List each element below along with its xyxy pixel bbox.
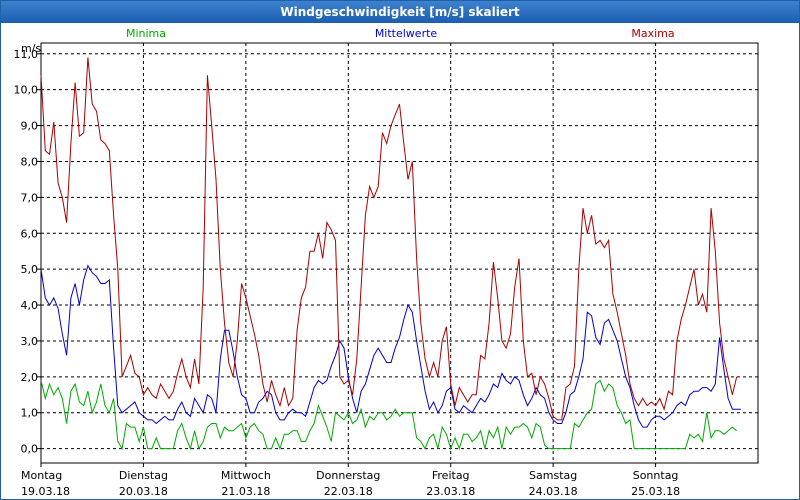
window-title: Windgeschwindigkeit [m/s] skaliert [1, 1, 799, 23]
x-tick-date: 23.03.18 [426, 485, 475, 498]
y-tick-label: 0,0 [21, 443, 39, 456]
y-tick-label: 5,0 [21, 263, 39, 276]
y-tick-label: 1,0 [21, 407, 39, 420]
plot-area [40, 42, 759, 464]
y-axis-label: m/s [21, 42, 41, 55]
x-tick-day: Freitag [432, 469, 470, 482]
series-line-minima [40, 379, 738, 451]
series-line-mittelwerte [40, 264, 741, 428]
x-tick-day: Sonntag [633, 469, 679, 482]
y-tick-label: 2,0 [21, 371, 39, 384]
y-axis: 0,0 1,0 2,0 3,0 4,0 5,0 6,0 7,0 8,0 9,0 10,0 11,0 [14, 48, 41, 456]
x-tick-date: 22.03.18 [324, 485, 373, 498]
x-tick-day: Mittwoch [221, 469, 271, 482]
x-tick-date: 25.03.18 [631, 485, 680, 498]
y-tick-label: 6,0 [21, 227, 39, 240]
y-tick-label: 10,0 [14, 84, 39, 97]
y-tick-label: 9,0 [21, 120, 39, 133]
legend: Minima Mittelwerte Maxima [126, 27, 675, 40]
x-tick-date: 19.03.18 [21, 485, 70, 498]
y-tick-label: 3,0 [21, 335, 39, 348]
series-line-maxima [40, 57, 738, 421]
legend-entry-minima: Minima [126, 27, 166, 40]
legend-entry-maxima: Maxima [631, 27, 674, 40]
x-tick-date: 24.03.18 [529, 485, 578, 498]
x-tick-day: Donnerstag [316, 469, 380, 482]
grid [41, 43, 758, 463]
legend-entry-mittelwerte: Mittelwerte [375, 27, 438, 40]
x-tick-day: Dienstag [119, 469, 168, 482]
series-lines [40, 57, 741, 451]
x-tick-day: Montag [21, 469, 62, 482]
y-tick-label: 11,0 [14, 48, 39, 61]
y-tick-label: 7,0 [21, 191, 39, 204]
y-tick-label: 4,0 [21, 299, 39, 312]
x-axis: Montag 19.03.18 Dienstag 20.03.18 Mittwoch 21… [21, 463, 680, 498]
x-tick-date: 21.03.18 [221, 485, 270, 498]
x-tick-date: 20.03.18 [119, 485, 168, 498]
y-tick-label: 8,0 [21, 155, 39, 168]
x-tick-day: Samstag [529, 469, 577, 482]
